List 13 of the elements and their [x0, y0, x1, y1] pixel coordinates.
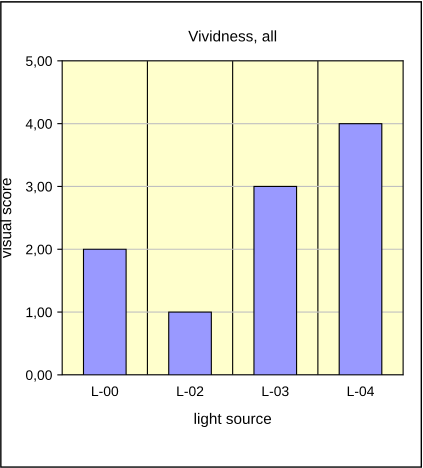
y-tick-label: 3,00 [26, 182, 52, 194]
y-tick-label: 2,00 [26, 244, 52, 256]
chart-title: Vividness, all [188, 30, 276, 44]
y-tick-label: 0,00 [26, 370, 52, 382]
x-axis-title: light source [194, 412, 272, 428]
y-tick-label: 5,00 [26, 56, 52, 68]
y-tick-label: 4,00 [26, 118, 52, 130]
x-tick-label: L-04 [348, 386, 374, 396]
y-tick-label: 1,00 [26, 307, 52, 319]
x-tick-label: L-00 [92, 386, 118, 396]
y-axis-title: visual score [0, 178, 12, 258]
x-tick-label: L-02 [177, 386, 204, 396]
x-tick-label: L-03 [262, 386, 289, 396]
